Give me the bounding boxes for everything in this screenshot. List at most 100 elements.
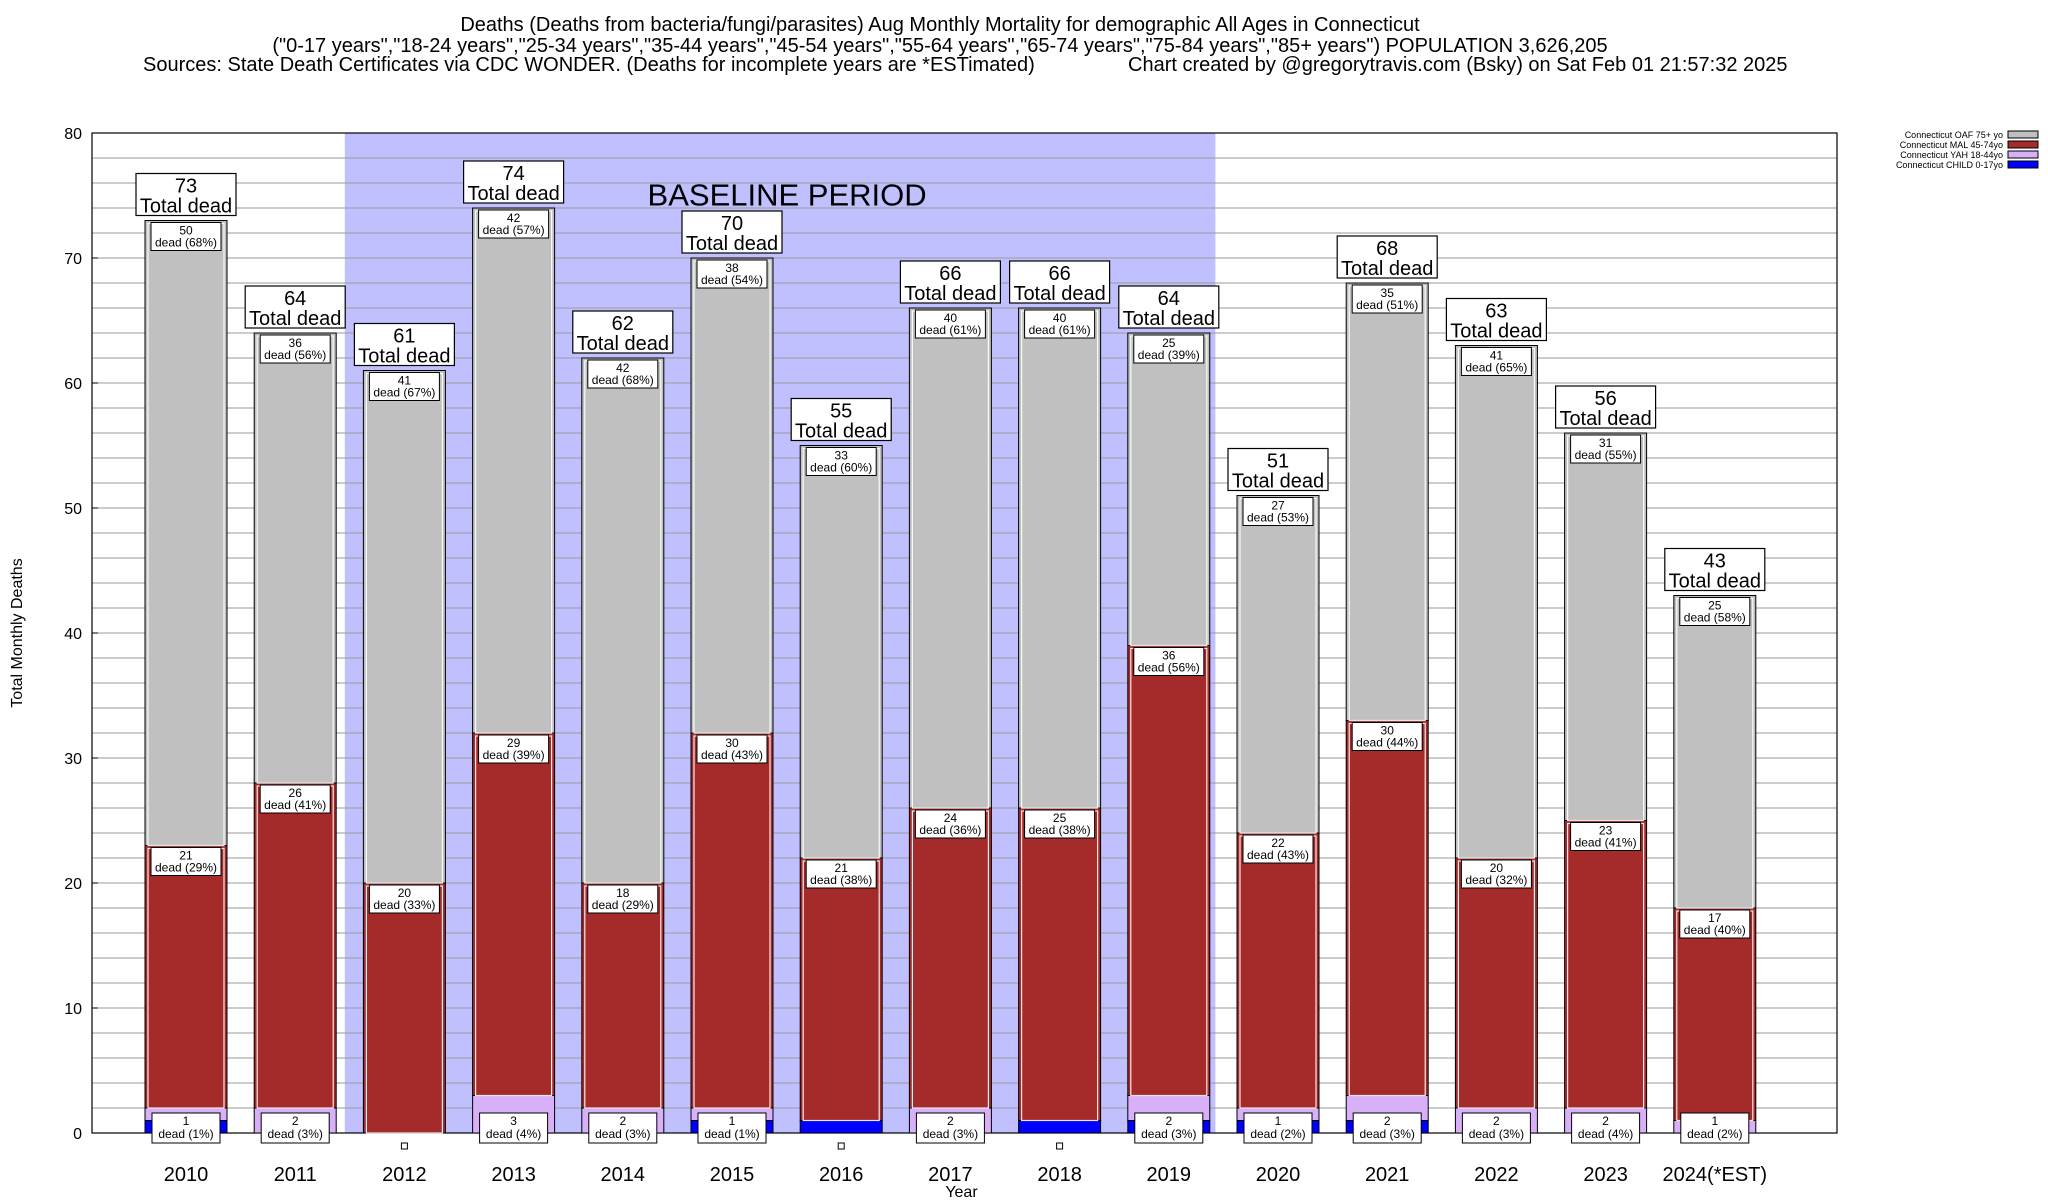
chart-title-line2: ("0-17 years","18-24 years","25-34 years…: [272, 35, 1608, 57]
y-tick-label: 80: [64, 126, 82, 143]
y-tick-label: 10: [64, 1001, 82, 1018]
total-label-count: 63: [1485, 301, 1507, 323]
segment-label-percent: dead (68%): [592, 373, 654, 387]
bar-segment-oaf: [362, 370, 446, 884]
segment-label-box: [1570, 434, 1642, 464]
segment-label-percent: dead (41%): [264, 798, 326, 812]
segment-label-percent: dead (3%): [923, 1127, 978, 1141]
zero-marker: [837, 1142, 845, 1150]
segment-label-count: 36: [289, 336, 303, 350]
segment-label-count: 30: [725, 736, 739, 750]
segment-label-box: [1133, 334, 1205, 364]
segment-label-box: [1351, 284, 1423, 314]
segment-label-count: 29: [507, 736, 521, 750]
total-label-box: [1554, 385, 1657, 429]
segment-label-percent: dead (57%): [483, 223, 545, 237]
bar-segment-mal: [1564, 820, 1648, 1109]
segment-label-box: [805, 447, 877, 476]
x-tick-label: 2011: [274, 1164, 317, 1186]
segment-label-percent: dead (3%): [1360, 1127, 1415, 1141]
x-tick-label: 2020: [1256, 1164, 1301, 1186]
total-label-count: 73: [175, 176, 197, 198]
total-label-suffix: Total dead: [1232, 471, 1324, 493]
segment-label-box: [587, 359, 659, 389]
segment-label-percent: dead (39%): [1138, 348, 1200, 362]
segment-label-percent: dead (33%): [373, 898, 435, 912]
segment-label-percent: dead (67%): [373, 386, 435, 400]
segment-label-count: 42: [507, 211, 521, 225]
bar-segment-mal: [1236, 832, 1320, 1109]
x-axis-label: Year: [945, 1184, 978, 1200]
segment-label-count: 35: [1381, 286, 1395, 300]
bar-segment-mal: [472, 732, 556, 1096]
segment-label-count: 3: [510, 1114, 517, 1128]
segment-label-box: [259, 334, 331, 364]
segment-label-percent: dead (3%): [1141, 1127, 1196, 1141]
bar-segment-mal: [362, 882, 446, 1134]
total-label-box: [1227, 447, 1329, 492]
segment-label-box: [697, 1112, 767, 1144]
segment-label-box: [914, 809, 986, 839]
segment-label-percent: dead (51%): [1356, 298, 1418, 312]
total-label-box: [790, 397, 892, 442]
segment-label-count: 21: [835, 861, 849, 875]
bar-segment-child: [1018, 1120, 1102, 1134]
x-tick-label: 2010: [164, 1164, 209, 1186]
total-label-box: [1336, 235, 1438, 279]
segment-label-percent: dead (4%): [1578, 1127, 1633, 1141]
segment-label-percent: dead (38%): [810, 873, 872, 887]
segment-label-percent: dead (44%): [1356, 736, 1418, 750]
x-tick-label: 2019: [1147, 1164, 1192, 1186]
segment-label-count: 2: [292, 1114, 299, 1128]
segment-label-box: [1679, 909, 1751, 939]
total-label-count: 66: [1048, 263, 1070, 285]
segment-label-box: [1460, 859, 1532, 889]
segment-label-count: 2: [947, 1114, 954, 1128]
y-tick-label: 70: [64, 251, 82, 268]
total-label-count: 51: [1267, 451, 1289, 473]
segment-label-count: 41: [1490, 349, 1504, 363]
legend-label: Connecticut YAH 18-44yo: [1900, 150, 2003, 160]
segment-label-count: 25: [1162, 336, 1176, 350]
bar-segment-oaf: [1345, 282, 1429, 721]
total-label-suffix: Total dead: [904, 283, 996, 305]
chart-source-line: Sources: State Death Certificates via CD…: [143, 54, 1035, 76]
bar-segment-oaf: [690, 257, 774, 734]
segment-label-count: 1: [1711, 1114, 1718, 1128]
segment-label-percent: dead (32%): [1465, 873, 1527, 887]
total-label-suffix: Total dead: [1341, 258, 1433, 280]
segment-label-percent: dead (3%): [1469, 1127, 1524, 1141]
bar-segment-oaf: [581, 357, 665, 884]
bar-segment-mal: [799, 857, 883, 1121]
x-tick-label: 2016: [819, 1164, 864, 1186]
segment-label-percent: dead (61%): [919, 323, 981, 337]
y-tick-label: 20: [64, 876, 82, 893]
segment-label-box: [1133, 647, 1205, 676]
total-label-box: [244, 285, 346, 329]
segment-label-percent: dead (65%): [1465, 361, 1527, 375]
y-tick-label: 60: [64, 376, 82, 393]
segment-label-box: [1351, 722, 1423, 751]
segment-label-box: [260, 1112, 330, 1144]
segment-label-percent: dead (54%): [701, 273, 763, 287]
segment-label-count: 50: [179, 224, 193, 238]
total-label-box: [1664, 547, 1766, 592]
segment-label-percent: dead (4%): [486, 1127, 541, 1141]
segment-label-box: [150, 222, 222, 251]
segment-label-percent: dead (43%): [701, 748, 763, 762]
segment-label-percent: dead (39%): [483, 748, 545, 762]
segment-label-box: [914, 309, 986, 339]
segment-label-box: [151, 1112, 221, 1144]
segment-label-percent: dead (1%): [158, 1127, 213, 1141]
total-label-box: [1118, 285, 1220, 329]
total-label-count: 66: [939, 263, 961, 285]
segment-label-count: 2: [1165, 1114, 1172, 1128]
zero-marker: [1056, 1142, 1064, 1150]
total-label-box: [463, 160, 565, 204]
segment-label-count: 25: [1708, 599, 1722, 613]
total-label-count: 43: [1704, 551, 1726, 573]
x-tick-label: 2022: [1474, 1164, 1519, 1186]
segment-label-count: 25: [1053, 811, 1067, 825]
segment-label-count: 26: [289, 786, 303, 800]
total-label-count: 74: [502, 163, 524, 185]
